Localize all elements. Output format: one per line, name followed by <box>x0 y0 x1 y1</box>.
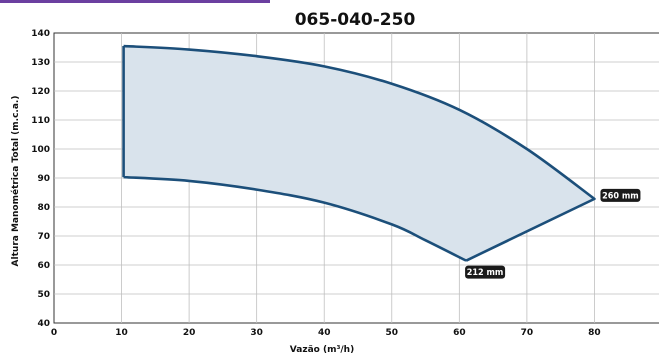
header-accent-bar <box>0 0 270 3</box>
chart-title: 065-040-250 <box>295 10 416 30</box>
x-axis-label: Vazão (m³/h) <box>290 345 354 354</box>
operating-envelope <box>123 46 595 261</box>
x-tick-label: 40 <box>318 328 331 338</box>
x-tick-label: 0 <box>51 328 57 338</box>
x-tick-label: 20 <box>183 328 196 338</box>
y-tick-label: 120 <box>31 87 50 97</box>
curve-label-badge <box>465 265 506 279</box>
y-tick-label: 140 <box>31 29 50 39</box>
y-tick-label: 60 <box>37 261 50 271</box>
x-tick-label: 30 <box>250 328 263 338</box>
x-axis-ticks: 010203040506070809 <box>51 328 659 338</box>
curve-label-badge <box>600 188 641 202</box>
y-tick-label: 70 <box>37 232 50 242</box>
curve-label-text: 260 mm <box>602 191 639 201</box>
x-tick-label: 80 <box>588 328 601 338</box>
y-tick-label: 110 <box>31 116 50 126</box>
annotations: 260 mm 212 mm <box>465 188 641 279</box>
y-tick-label: 130 <box>31 58 50 68</box>
x-tick-label: 60 <box>453 328 466 338</box>
y-axis-label: Altura Manométrica Total (m.c.a.) <box>10 96 21 267</box>
y-tick-label: 40 <box>37 319 50 329</box>
series-line-212mm <box>122 46 467 262</box>
y-tick-label: 80 <box>37 203 50 213</box>
curve-label-text: 212 mm <box>467 268 504 278</box>
x-tick-label: 70 <box>521 328 534 338</box>
y-tick-label: 50 <box>37 290 50 300</box>
y-tick-label: 100 <box>31 145 50 155</box>
x-tick-label: 10 <box>115 328 128 338</box>
curve-label: 212 mm <box>465 265 506 279</box>
curve-label: 260 mm <box>600 188 641 202</box>
y-tick-label: 90 <box>37 174 50 184</box>
series-line-260mm <box>123 44 596 262</box>
x-tick-label: 50 <box>386 328 399 338</box>
y-axis-ticks: 40 50 60 70 80 90 100 110 120 130 140 <box>31 29 50 329</box>
